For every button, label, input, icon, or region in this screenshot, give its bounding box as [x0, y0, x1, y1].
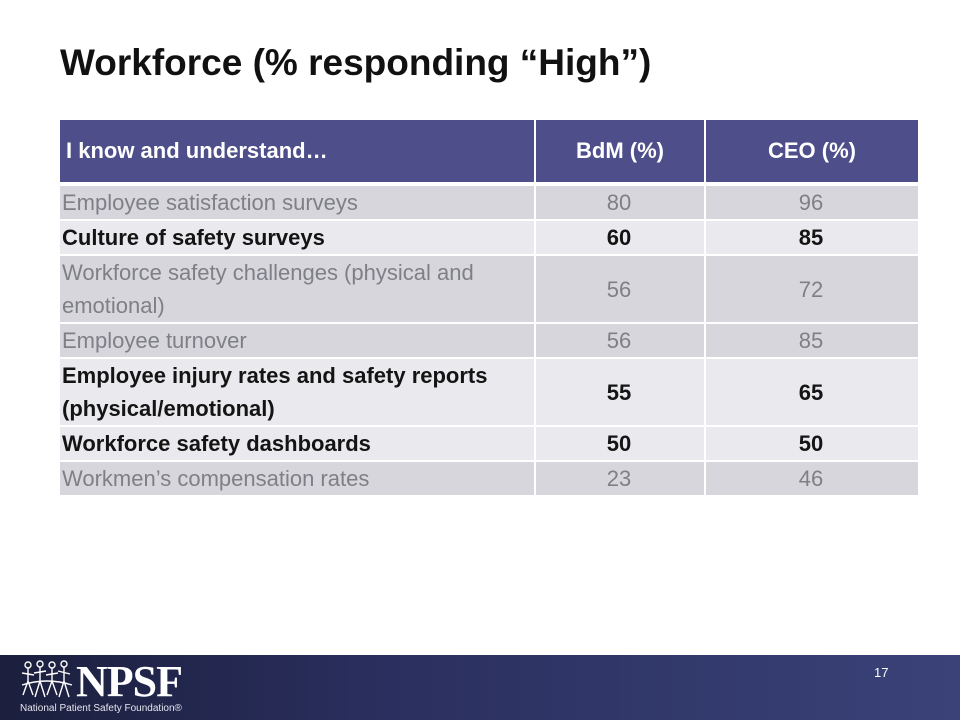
ceo-value: 85 — [704, 322, 920, 359]
bdm-value: 55 — [534, 357, 706, 427]
table-row: Culture of safety surveys 60 85 — [58, 219, 920, 256]
bdm-value: 23 — [534, 460, 706, 497]
bdm-value: 50 — [534, 425, 706, 462]
table-row: Employee injury rates and safety reports… — [58, 357, 920, 427]
table-header-row: I know and understand… BdM (%) CEO (%) — [58, 120, 920, 184]
row-label: Workforce safety dashboards — [58, 425, 536, 462]
slide-title: Workforce (% responding “High”) — [60, 42, 652, 83]
bdm-value: 60 — [534, 219, 706, 256]
row-label: Workforce safety challenges (physical an… — [58, 254, 536, 324]
page-number: 17 — [874, 665, 889, 680]
logo-subtitle: National Patient Safety Foundation® — [20, 703, 182, 714]
row-label: Workmen’s compensation rates — [58, 460, 536, 497]
footer-band: NPSF National Patient Safety Foundation®… — [0, 655, 960, 720]
bdm-value: 56 — [534, 254, 706, 324]
table-row: Workforce safety dashboards 50 50 — [58, 425, 920, 462]
row-label: Culture of safety surveys — [58, 219, 536, 256]
ceo-value: 46 — [704, 460, 920, 497]
ceo-value: 50 — [704, 425, 920, 462]
ceo-value: 85 — [704, 219, 920, 256]
column-header-bdm: BdM (%) — [534, 120, 706, 184]
survey-table: I know and understand… BdM (%) CEO (%) E… — [58, 120, 920, 497]
bdm-value: 80 — [534, 182, 706, 221]
bdm-value: 56 — [534, 322, 706, 359]
ceo-value: 72 — [704, 254, 920, 324]
row-label: Employee satisfaction surveys — [58, 182, 536, 221]
table-row: Employee turnover 56 85 — [58, 322, 920, 359]
row-label: Employee injury rates and safety reports… — [58, 357, 536, 427]
npsf-figures-icon — [21, 660, 73, 698]
ceo-value: 65 — [704, 357, 920, 427]
column-header-item: I know and understand… — [58, 120, 536, 184]
table-row: Workmen’s compensation rates 23 46 — [58, 460, 920, 497]
table-row: Employee satisfaction surveys 80 96 — [58, 182, 920, 221]
logo-text: NPSF — [76, 657, 183, 706]
ceo-value: 96 — [704, 182, 920, 221]
table-row: Workforce safety challenges (physical an… — [58, 254, 920, 324]
npsf-logo: NPSF National Patient Safety Foundation® — [20, 659, 240, 717]
row-label: Employee turnover — [58, 322, 536, 359]
column-header-ceo: CEO (%) — [704, 120, 920, 184]
